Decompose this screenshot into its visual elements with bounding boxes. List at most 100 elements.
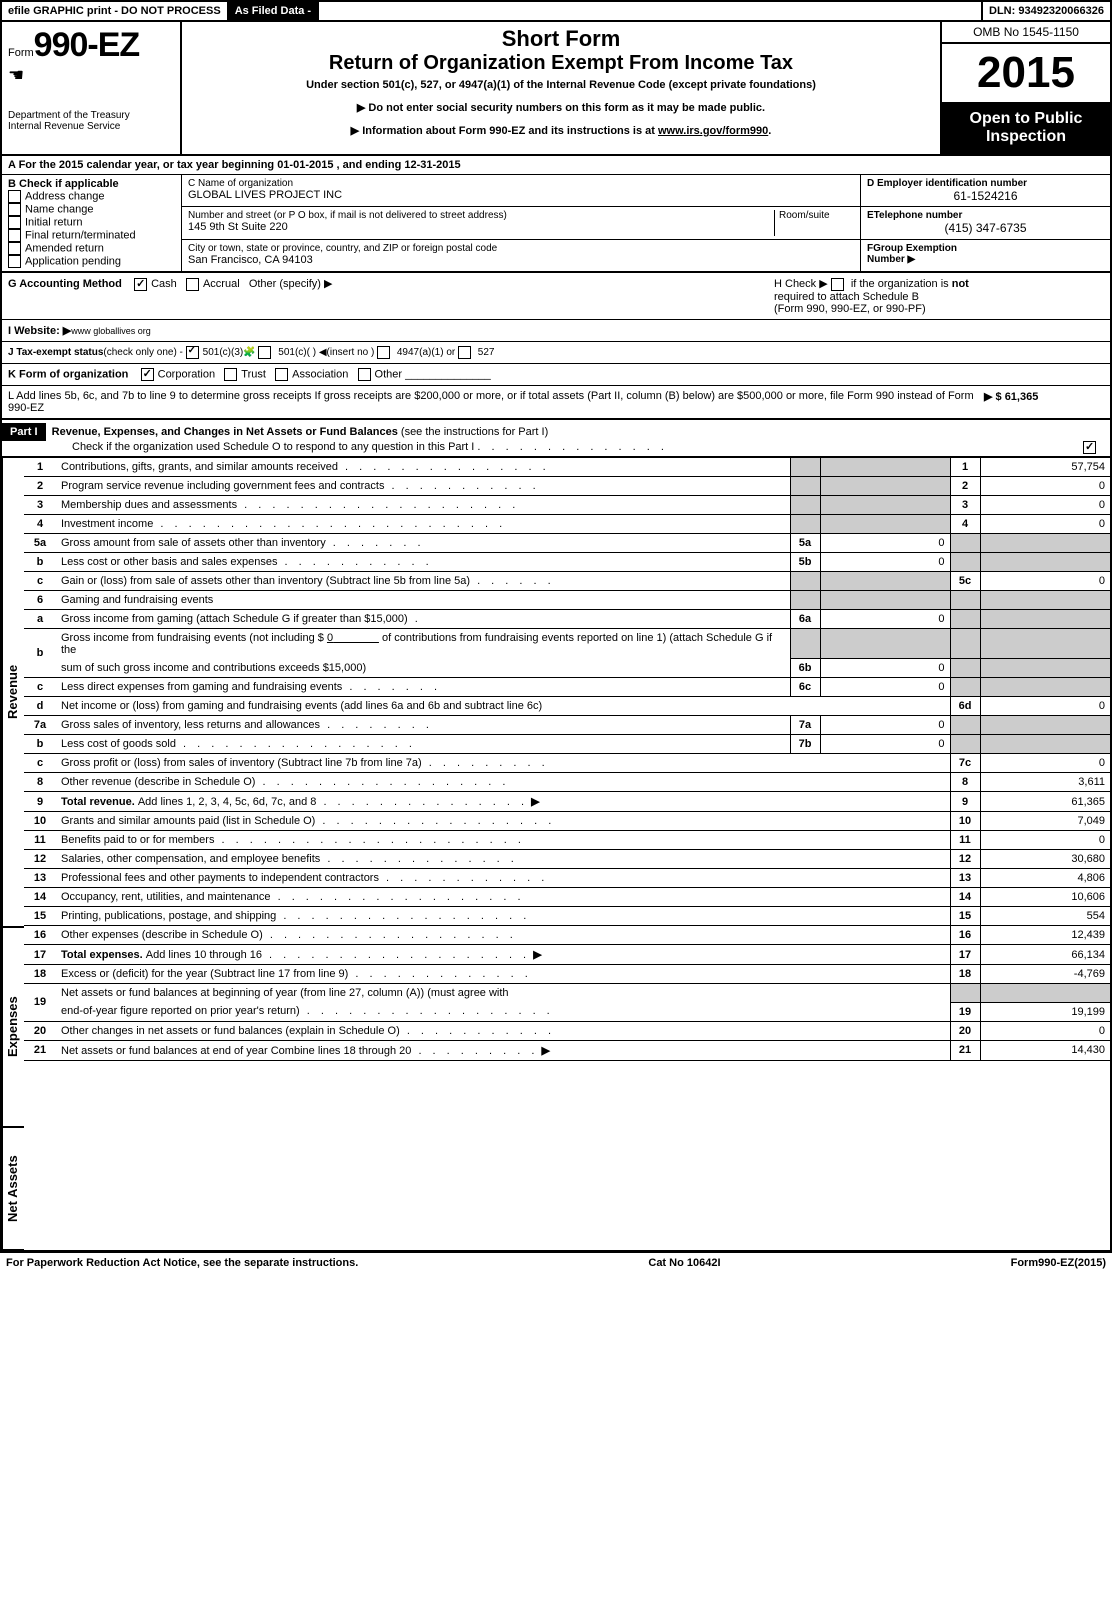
tax-exempt-row: J Tax-exempt status(check only one) - 50… [2,342,1110,364]
chk-501c[interactable] [258,346,271,359]
phone-value: (415) 347-6735 [867,221,1104,235]
chk-501c3[interactable] [186,346,199,359]
line-5b: bLess cost or other basis and sales expe… [24,552,1110,571]
group-exemption-row: FGroup Exemption Number ▶ [861,240,1110,271]
irs-label: Internal Revenue Service [8,121,174,132]
form-word: Form [8,47,34,59]
chk-final-return[interactable]: Final return/terminated [8,229,175,242]
line-1: 1Contributions, gifts, grants, and simil… [24,457,1110,476]
line-6a: aGross income from gaming (attach Schedu… [24,609,1110,628]
as-filed-label: As Filed Data - [229,2,319,20]
chk-name-change[interactable]: Name change [8,203,175,216]
omb-number: OMB No 1545-1150 [942,22,1110,44]
website-value: www globallives org [71,326,151,336]
section-bcdef: B Check if applicable Address change Nam… [2,175,1110,273]
chk-4947[interactable] [377,346,390,359]
phone-row: ETelephone number (415) 347-6735 [861,207,1110,239]
line-15: 15Printing, publications, postage, and s… [24,907,1110,926]
chk-address-change[interactable]: Address change [8,190,175,203]
part-1-header: Part I Revenue, Expenses, and Changes in… [2,420,1110,457]
revenue-label: Revenue [2,457,24,927]
schedule-b-check: H Check ▶ if the organization is not req… [774,277,1104,315]
org-address: 145 9th St Suite 220 [188,221,774,233]
address-row: Number and street (or P O box, if mail i… [182,207,860,239]
line-12: 12Salaries, other compensation, and empl… [24,850,1110,869]
row-g-h: G Accounting Method Cash Accrual Other (… [2,273,1110,320]
line-14: 14Occupancy, rent, utilities, and mainte… [24,888,1110,907]
chk-527[interactable] [458,346,471,359]
line-4: 4Investment income . . . . . . . . . . .… [24,514,1110,533]
column-b: B Check if applicable Address change Nam… [2,175,182,271]
header-right: OMB No 1545-1150 2015 Open to Public Ins… [940,22,1110,154]
dln-number: DLN: 93492320066326 [981,2,1110,20]
chk-amended-return[interactable]: Amended return [8,242,175,255]
chk-accrual[interactable] [186,278,199,291]
part1-body: Revenue Expenses Net Assets 1Contributio… [2,457,1110,1250]
line-7b: bLess cost of goods sold . . . . . . . .… [24,735,1110,754]
info-notice: ▶ Information about Form 990-EZ and its … [190,124,932,137]
header-center: Short Form Return of Organization Exempt… [182,22,940,154]
line-6c: cLess direct expenses from gaming and fu… [24,678,1110,697]
form-header: Form990-EZ ☚ Department of the Treasury … [2,22,1110,156]
irs-link[interactable]: www.irs.gov/form990 [658,125,768,137]
part1-table: 1Contributions, gifts, grants, and simil… [24,457,1110,1061]
tax-year: 2015 [942,44,1110,102]
chk-trust[interactable] [224,368,237,381]
page-footer: For Paperwork Reduction Act Notice, see … [0,1252,1112,1273]
expenses-label: Expenses [2,927,24,1127]
efile-notice: efile GRAPHIC print - DO NOT PROCESS [2,2,229,20]
form-number: 990-EZ [34,26,140,64]
org-city: San Francisco, CA 94103 [188,254,854,266]
line-11: 11Benefits paid to or for members . . . … [24,831,1110,850]
chk-schedule-b[interactable] [831,278,844,291]
short-form-title: Short Form [190,26,932,52]
cat-number: Cat No 10642I [648,1257,720,1269]
line-9: 9Total revenue. Add lines 1, 2, 3, 4, 5c… [24,792,1110,812]
chk-other-org[interactable] [358,368,371,381]
line-6b-1: bGross income from fundraising events (n… [24,628,1110,659]
line-7c: cGross profit or (loss) from sales of in… [24,754,1110,773]
line-6b-2: sum of such gross income and contributio… [24,659,1110,678]
chk-corporation[interactable] [141,368,154,381]
line-17: 17Total expenses. Add lines 10 through 1… [24,945,1110,965]
accounting-method: G Accounting Method Cash Accrual Other (… [8,277,332,315]
line-18: 18Excess or (deficit) for the year (Subt… [24,965,1110,984]
column-c: C Name of organization GLOBAL LIVES PROJ… [182,175,860,271]
header-left: Form990-EZ ☚ Department of the Treasury … [2,22,182,154]
chk-initial-return[interactable]: Initial return [8,216,175,229]
paperwork-notice: For Paperwork Reduction Act Notice, see … [6,1257,358,1269]
ein-row: D Employer identification number 61-1524… [861,175,1110,207]
line-19-1: 19Net assets or fund balances at beginni… [24,984,1110,1003]
row-a-tax-year: A For the 2015 calendar year, or tax yea… [2,156,1110,175]
line-10: 10Grants and similar amounts paid (list … [24,812,1110,831]
chk-application-pending[interactable]: Application pending [8,255,175,268]
chk-schedule-o[interactable] [1083,441,1096,454]
line-21: 21Net assets or fund balances at end of … [24,1040,1110,1060]
line-3: 3Membership dues and assessments . . . .… [24,495,1110,514]
return-title: Return of Organization Exempt From Incom… [190,52,932,75]
org-name: GLOBAL LIVES PROJECT INC [188,189,854,201]
city-row: City or town, state or province, country… [182,240,860,271]
topbar: efile GRAPHIC print - DO NOT PROCESS As … [2,2,1110,22]
gross-receipts-row: L Add lines 5b, 6c, and 7b to line 9 to … [2,386,1110,420]
vertical-labels: Revenue Expenses Net Assets [2,457,24,1250]
pointer-icon: ☚ [8,65,174,86]
line-19-2: end-of-year figure reported on prior yea… [24,1002,1110,1021]
line-13: 13Professional fees and other payments t… [24,869,1110,888]
website-row: I Website: ▶www globallives org [2,320,1110,342]
line-20: 20Other changes in net assets or fund ba… [24,1021,1110,1040]
chk-cash[interactable] [134,278,147,291]
line-5c: cGain or (loss) from sale of assets othe… [24,571,1110,590]
b-header: B Check if applicable [8,178,175,190]
chk-association[interactable] [275,368,288,381]
line-8: 8Other revenue (describe in Schedule O) … [24,773,1110,792]
column-def: D Employer identification number 61-1524… [860,175,1110,271]
ein-value: 61-1524216 [867,189,1104,203]
under-section: Under section 501(c), 527, or 4947(a)(1)… [190,79,932,91]
line-6: 6Gaming and fundraising events [24,590,1110,609]
ssn-notice: ▶ Do not enter social security numbers o… [190,101,932,114]
form-of-org-row: K Form of organization Corporation Trust… [2,364,1110,386]
line-2: 2Program service revenue including gover… [24,476,1110,495]
open-public: Open to Public Inspection [942,102,1110,154]
line-16: 16Other expenses (describe in Schedule O… [24,926,1110,945]
